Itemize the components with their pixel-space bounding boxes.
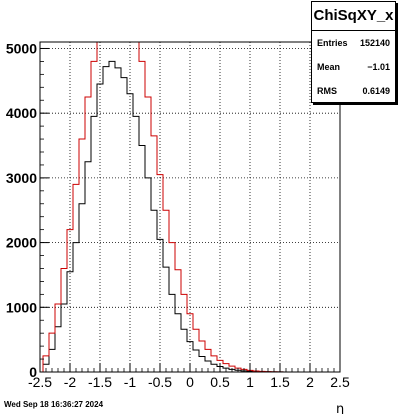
y-tick-label: 5000	[6, 40, 37, 56]
stats-row-rms: RMS 0.6149	[312, 79, 395, 103]
stats-value: 0.6149	[362, 86, 390, 96]
x-tick-label: 2.5	[330, 374, 350, 390]
y-tick-label: 0	[29, 364, 37, 380]
x-axis: -2.5 -2 -1.5 -1 -0.5 0 0.5 1 1.5 2 2.5	[28, 363, 350, 390]
stats-value: −1.01	[367, 62, 390, 72]
histogram-series-1	[42, 41, 284, 373]
stats-label: Entries	[317, 38, 348, 48]
x-tick-label: 1.5	[270, 374, 290, 390]
stats-value: 152140	[359, 38, 390, 48]
x-tick-label: 1	[246, 374, 254, 390]
x-tick-label: -2.5	[28, 374, 52, 390]
stats-label: Mean	[317, 62, 341, 72]
x-tick-label: -1	[124, 374, 137, 390]
grid-lines	[40, 42, 340, 372]
x-tick-label: -1.5	[88, 374, 112, 390]
histogram-series-0	[42, 60, 284, 373]
stats-box: ChiSqXY_x Entries 152140 Mean −1.01 RMS …	[311, 1, 396, 103]
stats-row-mean: Mean −1.01	[312, 55, 395, 79]
x-tick-label: 0.5	[210, 374, 230, 390]
x-tick-label: -0.5	[148, 374, 172, 390]
stats-label: RMS	[317, 86, 337, 96]
x-tick-label: 2	[306, 374, 314, 390]
x-tick-label: 0	[186, 374, 194, 390]
y-tick-label: 1000	[6, 299, 37, 315]
timestamp: Wed Sep 18 16:36:27 2024	[4, 400, 104, 409]
y-tick-label: 2000	[6, 235, 37, 251]
x-tick-label: -2	[64, 374, 77, 390]
y-axis: 0 1000 2000 3000 4000 5000	[6, 40, 49, 380]
stats-title: ChiSqXY_x	[312, 2, 395, 31]
series-layer	[42, 41, 284, 373]
stats-row-entries: Entries 152140	[312, 31, 395, 55]
y-tick-label: 3000	[6, 170, 37, 186]
y-tick-label: 4000	[6, 105, 37, 121]
x-axis-label: η	[336, 402, 344, 414]
